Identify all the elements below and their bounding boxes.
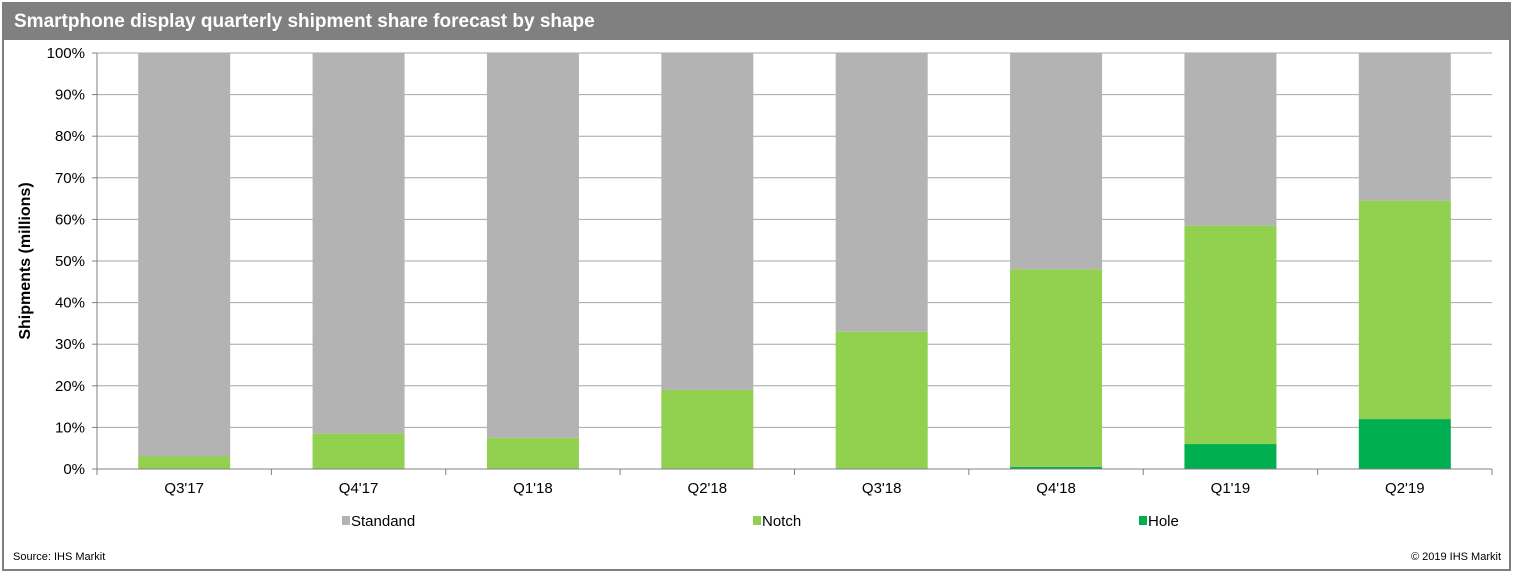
- y-tick-label: 20%: [55, 378, 85, 395]
- bar-notch-1: [312, 433, 405, 469]
- y-tick-label: 40%: [55, 295, 85, 312]
- bar-hole-7: [1358, 419, 1451, 469]
- bar-notch-3: [661, 389, 754, 469]
- x-tick-label: Q3'18: [862, 480, 902, 497]
- legend-label-standand: Standand: [351, 513, 415, 530]
- bar-notch-2: [486, 437, 579, 469]
- bar-standand-2: [486, 53, 579, 438]
- y-tick-label: 80%: [55, 128, 85, 145]
- legend-swatch-notch: [753, 516, 761, 525]
- title-bar: Smartphone display quarterly shipment sh…: [4, 4, 1509, 40]
- y-tick-label: 30%: [55, 336, 85, 353]
- y-tick-label: 10%: [55, 419, 85, 436]
- bar-standand-6: [1184, 53, 1277, 226]
- bar-hole-5: [1010, 466, 1103, 469]
- chart-title: Smartphone display quarterly shipment sh…: [14, 11, 595, 32]
- x-tick-label: Q4'18: [1036, 480, 1076, 497]
- y-axis-label: Shipments (millions): [17, 182, 34, 339]
- bar-standand-1: [312, 53, 405, 434]
- bar-standand-7: [1358, 53, 1451, 201]
- y-tick-label: 50%: [55, 253, 85, 270]
- bar-standand-4: [835, 53, 928, 332]
- legend-label-notch: Notch: [762, 513, 801, 530]
- legend-swatch-hole: [1139, 516, 1147, 525]
- y-tick-label: 70%: [55, 170, 85, 187]
- source-note: Source: IHS Markit: [13, 551, 106, 563]
- legend-swatch-standand: [342, 516, 350, 525]
- y-tick-label: 100%: [47, 45, 85, 62]
- copyright-note: © 2019 IHS Markit: [1410, 551, 1501, 563]
- bar-notch-4: [835, 331, 928, 469]
- x-tick-label: Q1'19: [1211, 480, 1251, 497]
- x-tick-label: Q1'18: [513, 480, 553, 497]
- y-tick-label: 0%: [63, 461, 85, 478]
- bar-notch-7: [1358, 200, 1451, 420]
- bar-standand-3: [661, 53, 754, 390]
- x-tick-label: Q2'18: [688, 480, 728, 497]
- bar-standand-5: [1010, 53, 1103, 270]
- x-tick-label: Q3'17: [164, 480, 204, 497]
- y-tick-label: 90%: [55, 87, 85, 104]
- bar-notch-5: [1010, 269, 1103, 467]
- x-tick-label: Q4'17: [339, 480, 379, 497]
- bar-standand-0: [138, 53, 231, 457]
- bar-notch-0: [138, 456, 231, 469]
- y-tick-label: 60%: [55, 211, 85, 228]
- bar-hole-6: [1184, 444, 1277, 469]
- legend-label-hole: Hole: [1148, 513, 1179, 530]
- x-tick-label: Q2'19: [1385, 480, 1425, 497]
- bar-notch-6: [1184, 225, 1277, 445]
